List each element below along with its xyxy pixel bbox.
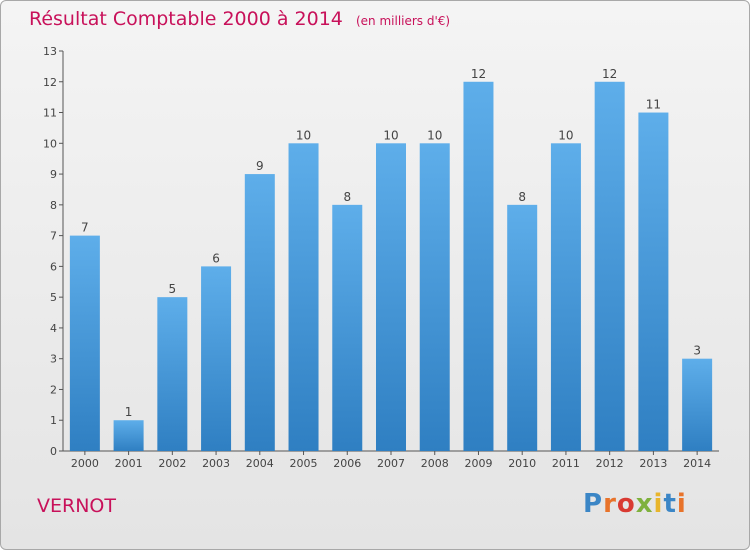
- y-tick-label: 10: [43, 137, 57, 150]
- logo-letter: i: [676, 489, 687, 519]
- x-tick-label: 2003: [202, 457, 230, 470]
- bar-value-label: 10: [296, 128, 311, 142]
- bar-value-label: 12: [602, 67, 617, 81]
- title-text: Résultat Comptable 2000 à 2014: [29, 8, 343, 30]
- bar-value-label: 1: [125, 405, 133, 419]
- y-tick-label: 2: [50, 383, 57, 396]
- y-tick-label: 3: [50, 353, 57, 366]
- y-tick-label: 5: [50, 291, 57, 304]
- x-tick-label: 2014: [683, 457, 711, 470]
- x-tick-label: 2006: [333, 457, 361, 470]
- y-tick-label: 8: [50, 199, 57, 212]
- bar: [376, 143, 406, 452]
- bar: [507, 204, 538, 451]
- y-tick-label: 0: [50, 445, 57, 458]
- y-tick-label: 1: [50, 414, 57, 427]
- bar-value-label: 8: [343, 190, 351, 204]
- bar: [682, 358, 713, 451]
- x-tick-label: 2007: [377, 457, 405, 470]
- bar: [288, 143, 319, 452]
- bar-value-label: 11: [646, 98, 661, 112]
- y-tick-label: 7: [50, 230, 57, 243]
- bar-value-label: 10: [558, 128, 573, 142]
- x-tick-label: 2005: [290, 457, 318, 470]
- x-tick-label: 2008: [421, 457, 449, 470]
- bar-value-label: 5: [169, 282, 177, 296]
- commune-name: VERNOT: [37, 495, 116, 517]
- bar-value-label: 10: [427, 128, 442, 142]
- bar: [244, 174, 275, 452]
- x-tick-label: 2010: [508, 457, 536, 470]
- x-tick-label: 2000: [71, 457, 99, 470]
- y-tick-label: 4: [50, 322, 57, 335]
- bar-value-label: 6: [212, 251, 220, 265]
- y-tick-label: 9: [50, 168, 57, 181]
- logo-letter: P: [583, 489, 604, 519]
- bar-value-label: 3: [693, 344, 701, 358]
- x-tick-label: 2013: [639, 457, 667, 470]
- logo-letter: i: [653, 489, 664, 519]
- x-tick-label: 2001: [115, 457, 143, 470]
- logo-letter: r: [603, 489, 617, 519]
- bar: [550, 143, 581, 452]
- logo-letter: x: [635, 489, 654, 519]
- x-tick-label: 2009: [464, 457, 492, 470]
- bar: [638, 112, 669, 452]
- bar-value-label: 7: [81, 221, 89, 235]
- bar: [157, 297, 188, 451]
- x-tick-label: 2002: [158, 457, 186, 470]
- bar-value-label: 12: [471, 67, 486, 81]
- y-tick-label: 12: [43, 76, 57, 89]
- bar: [113, 420, 144, 451]
- x-tick-label: 2011: [552, 457, 580, 470]
- x-tick-label: 2004: [246, 457, 274, 470]
- bar: [201, 266, 232, 451]
- bar: [419, 143, 450, 452]
- bar-value-label: 10: [383, 128, 398, 142]
- bar: [594, 81, 625, 452]
- bar-value-label: 8: [518, 190, 526, 204]
- y-tick-label: 11: [43, 107, 57, 120]
- proxiti-logo: Proxiti: [583, 489, 687, 519]
- bar: [332, 204, 363, 451]
- logo-letter: t: [663, 489, 677, 519]
- x-tick-label: 2012: [596, 457, 624, 470]
- unit-label: (en milliers d'€): [355, 14, 451, 28]
- bar: [463, 81, 494, 452]
- bar: [69, 235, 100, 451]
- chart-title: Résultat Comptable 2000 à 2014 (en milli…: [29, 8, 450, 30]
- y-tick-label: 6: [50, 260, 57, 273]
- bar-value-label: 9: [256, 159, 264, 173]
- logo-letter: o: [616, 489, 636, 519]
- y-tick-label: 13: [43, 45, 57, 58]
